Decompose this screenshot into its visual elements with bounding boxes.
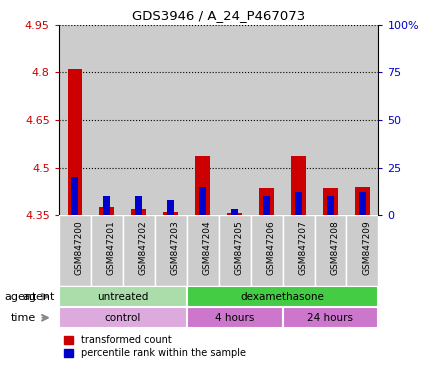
Bar <box>355 187 369 215</box>
Text: 24 hours: 24 hours <box>307 313 353 323</box>
Bar <box>67 70 82 215</box>
Text: control: control <box>104 313 141 323</box>
Bar <box>186 25 218 215</box>
Bar <box>186 286 378 307</box>
Text: agent: agent <box>22 291 54 302</box>
Bar <box>250 25 282 215</box>
Bar <box>186 307 282 328</box>
Text: dexamethasone: dexamethasone <box>240 291 324 302</box>
Text: GSM847205: GSM847205 <box>234 221 243 275</box>
Bar <box>186 215 218 286</box>
Text: GSM847203: GSM847203 <box>170 221 179 275</box>
Text: time: time <box>11 313 36 323</box>
Bar <box>230 209 237 215</box>
Bar <box>163 212 178 215</box>
Bar <box>218 25 250 215</box>
Bar <box>91 25 122 215</box>
Bar <box>263 196 270 215</box>
Legend: transformed count, percentile rank within the sample: transformed count, percentile rank withi… <box>63 335 246 358</box>
Bar <box>99 207 114 215</box>
Bar <box>282 25 314 215</box>
Bar <box>218 25 250 215</box>
Bar <box>326 196 333 215</box>
Bar <box>195 156 209 215</box>
Bar <box>122 215 155 286</box>
Text: GSM847207: GSM847207 <box>298 221 307 275</box>
Bar <box>250 25 282 215</box>
Bar <box>167 200 174 215</box>
Text: GSM847204: GSM847204 <box>202 221 211 275</box>
Bar <box>282 307 378 328</box>
Bar <box>186 25 218 215</box>
Bar <box>59 25 91 215</box>
Text: agent: agent <box>4 291 36 302</box>
Bar <box>91 25 122 215</box>
Bar <box>91 215 122 286</box>
Bar <box>59 215 91 286</box>
Bar <box>314 25 345 215</box>
Bar <box>71 177 78 215</box>
Text: GSM847202: GSM847202 <box>138 221 147 275</box>
Bar <box>314 25 345 215</box>
Text: GSM847209: GSM847209 <box>362 221 371 275</box>
Bar <box>155 25 186 215</box>
Text: GSM847206: GSM847206 <box>266 221 275 275</box>
Bar <box>282 25 314 215</box>
Bar <box>122 25 155 215</box>
Bar <box>59 286 186 307</box>
Bar <box>218 215 250 286</box>
Text: GSM847200: GSM847200 <box>75 221 83 275</box>
Bar <box>314 215 345 286</box>
Text: GSM847201: GSM847201 <box>106 221 115 275</box>
Title: GDS3946 / A_24_P467073: GDS3946 / A_24_P467073 <box>132 9 305 22</box>
Bar <box>346 25 378 215</box>
Bar <box>59 25 91 215</box>
Bar <box>346 25 378 215</box>
Bar <box>227 214 241 215</box>
Bar <box>259 188 273 215</box>
Bar <box>122 25 155 215</box>
Bar <box>322 188 337 215</box>
Bar <box>250 215 282 286</box>
Bar <box>294 192 301 215</box>
Text: GSM847208: GSM847208 <box>330 221 339 275</box>
Bar <box>103 196 110 215</box>
Bar <box>155 215 186 286</box>
Bar <box>291 156 305 215</box>
Bar <box>282 215 314 286</box>
Bar <box>131 209 145 215</box>
Text: 4 hours: 4 hours <box>214 313 254 323</box>
Bar <box>346 215 378 286</box>
Bar <box>135 196 142 215</box>
Text: untreated: untreated <box>97 291 148 302</box>
Bar <box>155 25 186 215</box>
Bar <box>358 192 365 215</box>
Bar <box>199 187 206 215</box>
Bar <box>59 307 186 328</box>
